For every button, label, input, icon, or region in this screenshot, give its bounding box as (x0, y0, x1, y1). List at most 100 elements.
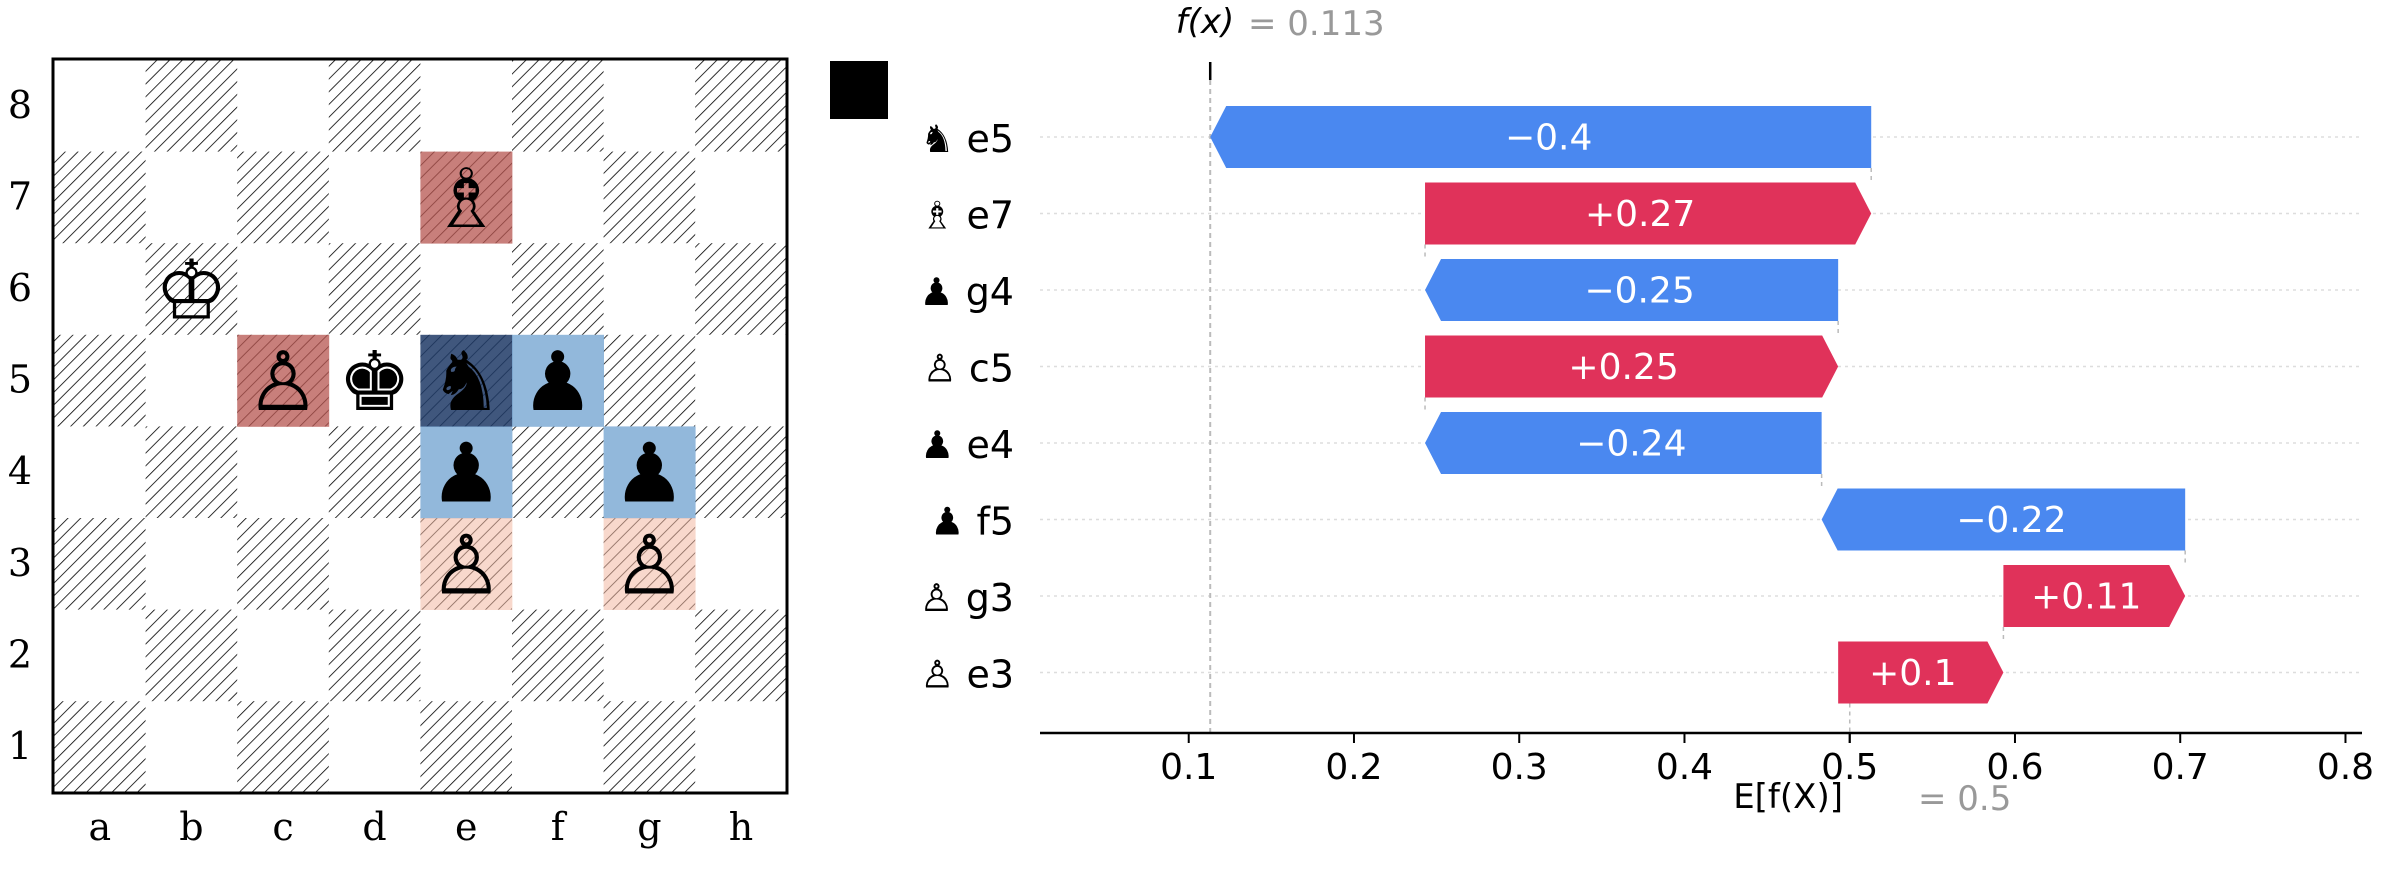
board-square-b2 (145, 609, 238, 702)
black-pawn-f5: ♟ (521, 335, 595, 430)
x-tick-label: 0.2 (1325, 747, 1382, 788)
highlight-f5 (512, 334, 604, 427)
board-square-e6 (420, 243, 513, 336)
board-square-f1 (512, 701, 604, 794)
bar-value-label-e5: −0.4 (1505, 118, 1592, 159)
board-square-b6 (145, 243, 238, 336)
board-square-b8 (145, 60, 238, 152)
board-square-a3 (54, 518, 146, 610)
feature-label-c5: ♙ c5 (923, 347, 1014, 391)
x-tick-label: 0.3 (1491, 747, 1548, 788)
board-square-h3 (695, 518, 788, 610)
highlight-g3 (603, 518, 696, 610)
white-bishop-e7: ♗ (429, 152, 503, 247)
x-tick-label: 0.8 (2317, 747, 2374, 788)
bar-e7 (1425, 182, 1872, 245)
rank-label-6: 6 (8, 266, 32, 310)
bar-e5 (1210, 106, 1872, 168)
file-label-h: h (729, 805, 753, 849)
file-label-g: g (637, 805, 661, 849)
board-square-h1 (695, 701, 788, 794)
board-square-d2 (328, 609, 421, 702)
board-square-a6 (54, 243, 146, 336)
black-knight-e5: ♞ (429, 335, 503, 430)
highlight-g4 (603, 426, 696, 519)
board-square-g5 (603, 334, 696, 427)
x-tick-label: 0.6 (1986, 747, 2043, 788)
board-square-d4 (328, 426, 421, 519)
file-label-a: a (88, 805, 111, 849)
feature-label-f5: ♟ f5 (930, 500, 1014, 544)
board-square-b4 (145, 426, 238, 519)
rank-label-8: 8 (8, 83, 32, 127)
board-square-b3 (145, 518, 238, 610)
board-square-b1 (145, 701, 238, 794)
fx-symbol: f(x) (1176, 2, 1235, 42)
base-value-symbol: E[f(X)] (1733, 777, 1843, 817)
board-square-f6 (512, 243, 604, 336)
board-square-e2 (420, 609, 513, 702)
feature-label-e4: ♟ e4 (920, 423, 1014, 467)
board-square-d5 (328, 334, 421, 427)
rank-label-2: 2 (8, 632, 32, 676)
board-square-g8 (603, 60, 696, 152)
board-square-c7 (237, 151, 330, 244)
board-square-e1 (420, 701, 513, 794)
bar-value-label-e4: −0.24 (1576, 424, 1686, 465)
bar-f5 (1821, 488, 2186, 551)
board-square-b7 (145, 151, 238, 244)
file-label-d: d (362, 805, 386, 849)
board-square-d8 (328, 60, 421, 152)
black-pawn-g4: ♟ (613, 427, 687, 522)
file-label-b: b (179, 805, 203, 849)
board-square-f8 (512, 60, 604, 152)
board-square-a4 (54, 426, 146, 519)
x-tick-label: 0.5 (1821, 747, 1878, 788)
board-square-h8 (695, 60, 788, 152)
bar-e4 (1425, 412, 1822, 474)
board-square-c4 (237, 426, 330, 519)
board-square-d3 (328, 518, 421, 610)
highlight-e3 (420, 518, 513, 610)
board-square-a1 (54, 701, 146, 794)
highlight-c5 (237, 334, 330, 427)
bar-g3 (2003, 565, 2186, 627)
board-square-d6 (328, 243, 421, 336)
bar-e3 (1838, 641, 2004, 704)
board-square-d1 (328, 701, 421, 794)
bar-c5 (1425, 335, 1839, 398)
board-square-h4 (695, 426, 788, 519)
bar-g4 (1425, 259, 1839, 321)
bar-value-label-f5: −0.22 (1956, 500, 2066, 541)
bar-value-label-g3: +0.11 (2031, 577, 2141, 618)
white-pawn-c5: ♙ (246, 335, 320, 430)
rank-label-3: 3 (8, 541, 32, 585)
x-tick-label: 0.1 (1160, 747, 1217, 788)
board-square-c3 (237, 518, 330, 610)
board-square-g1 (603, 701, 696, 794)
board-square-h5 (695, 334, 788, 427)
board-square-g6 (603, 243, 696, 336)
highlight-e5 (420, 334, 513, 427)
board-square-c8 (237, 60, 330, 152)
bar-value-label-c5: +0.25 (1568, 347, 1678, 388)
board-square-h2 (695, 609, 788, 702)
board-square-c1 (237, 701, 330, 794)
board-square-c2 (237, 609, 330, 702)
board-square-a5 (54, 334, 146, 427)
board-square-f3 (512, 518, 604, 610)
white-pawn-e3: ♙ (429, 518, 503, 613)
highlight-e7 (420, 151, 513, 244)
board-square-g2 (603, 609, 696, 702)
board-square-h6 (695, 243, 788, 336)
side-to-move-indicator (830, 61, 888, 119)
rank-label-5: 5 (8, 358, 32, 402)
feature-label-g3: ♙ g3 (920, 576, 1014, 620)
file-label-c: c (272, 805, 293, 849)
white-king-b6: ♔ (155, 244, 229, 339)
board-square-b5 (145, 334, 238, 427)
feature-label-e5: ♞ e5 (920, 117, 1014, 161)
board-square-a7 (54, 151, 146, 244)
